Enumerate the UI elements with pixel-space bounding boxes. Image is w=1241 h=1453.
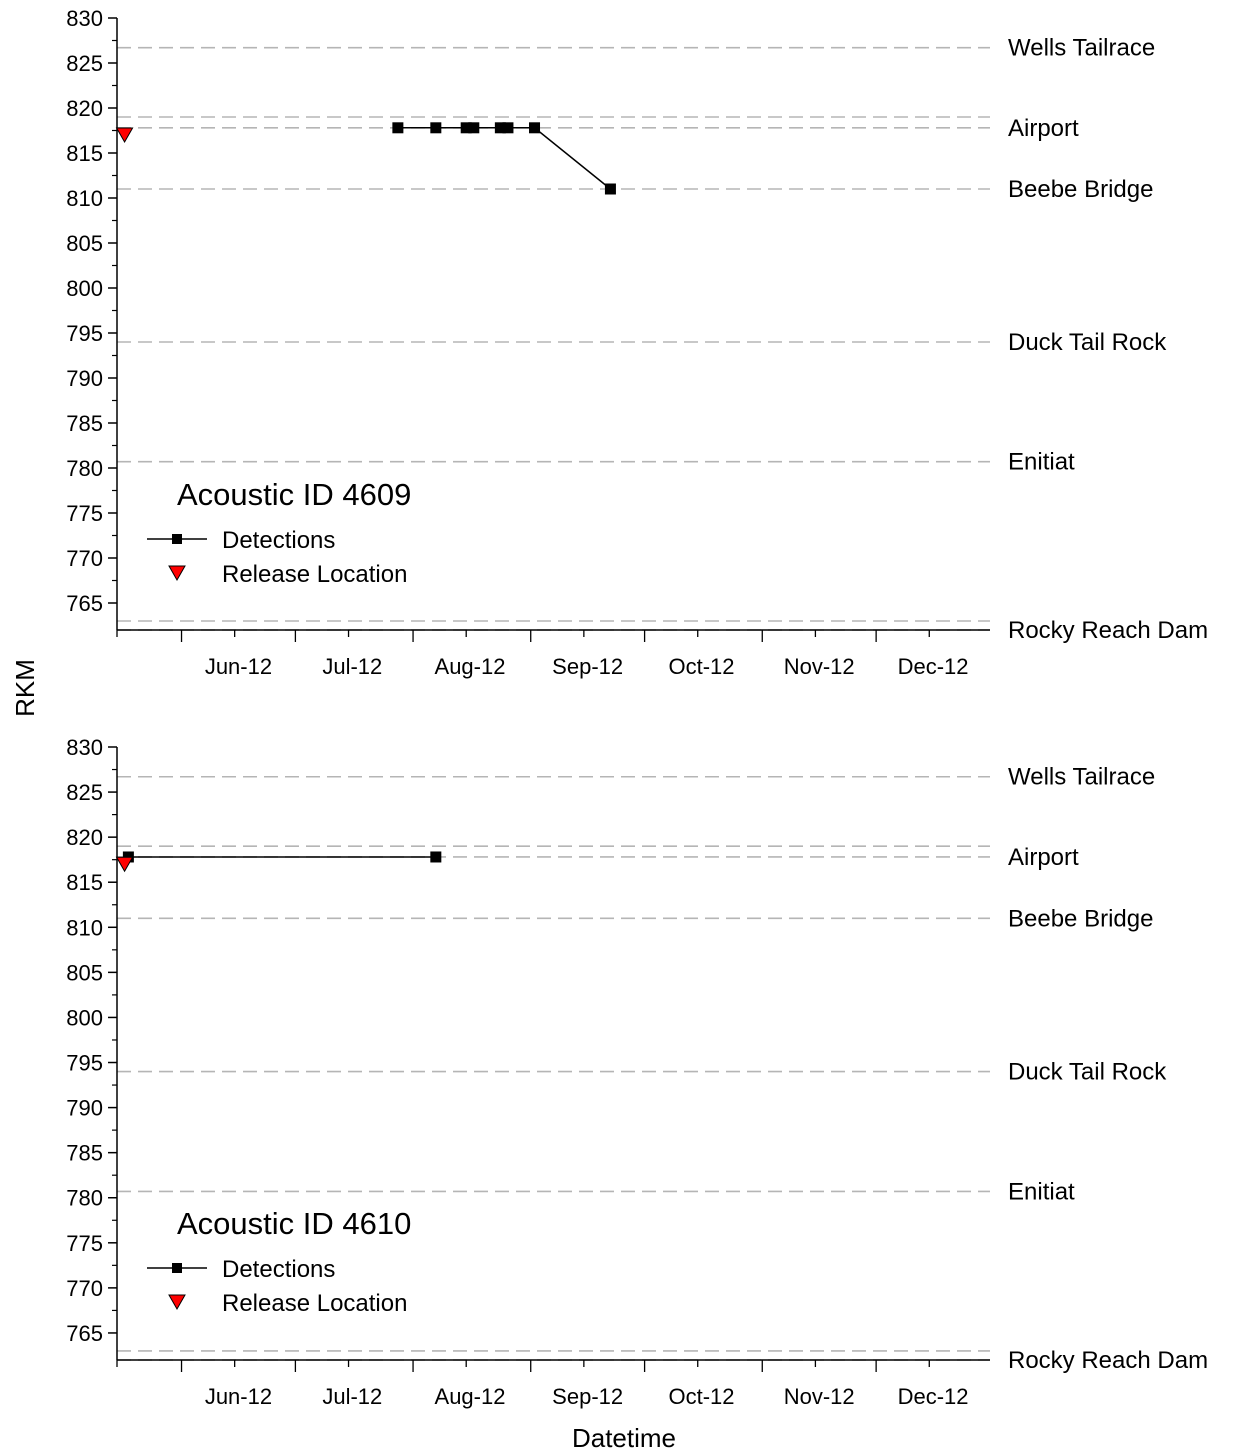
site-label: Rocky Reach Dam (1008, 617, 1208, 644)
site-label: Wells Tailrace (1008, 764, 1155, 791)
x-tick-label: Dec-12 (898, 1384, 969, 1409)
y-tick-label: 805 (66, 231, 103, 256)
x-tick-label: Nov-12 (784, 654, 855, 679)
chart-panel-2: Wells Tailrace Airport Beebe Bridge Duck Ta… (66, 735, 1208, 1409)
y-tick-label: 780 (66, 1186, 103, 1211)
chart-panel-1: Wells Tailrace Airport Beebe Bridge Duck Ta… (66, 6, 1208, 679)
site-label: Beebe Bridge (1008, 176, 1153, 203)
detection-point (468, 122, 480, 134)
site-label: Enitiat (1008, 449, 1075, 476)
y-tick-label: 775 (66, 501, 103, 526)
detection-point (430, 851, 442, 863)
chart-title: Acoustic ID 4610 (177, 1206, 411, 1241)
legend-detections-marker (172, 1263, 182, 1273)
y-tick-label: 805 (66, 960, 103, 985)
y-tick-label: 825 (66, 51, 103, 76)
y-tick-label: 780 (66, 456, 103, 481)
y-tick-label: 790 (66, 366, 103, 391)
x-tick-label: Jun-12 (205, 654, 272, 679)
x-tick-label: Jul-12 (322, 1384, 382, 1409)
detections-line (397, 127, 611, 190)
x-tick-label: Jun-12 (205, 1384, 272, 1409)
legend-release-label: Release Location (222, 1290, 407, 1317)
y-tick-label: 770 (66, 546, 103, 571)
x-tick-label: Nov-12 (784, 1384, 855, 1409)
legend-detections-label: Detections (222, 1256, 335, 1283)
legend-detections-label: Detections (222, 527, 335, 554)
y-tick-label: 790 (66, 1096, 103, 1121)
site-label: Airport (1008, 844, 1079, 871)
release-location-point (115, 127, 134, 144)
site-label: Wells Tailrace (1008, 35, 1155, 62)
release-location-point (115, 856, 134, 873)
site-label: Beebe Bridge (1008, 905, 1153, 932)
legend-release-marker (168, 1294, 186, 1311)
detection-point (460, 122, 472, 134)
y-tick-label: 830 (66, 735, 103, 760)
site-label: Enitiat (1008, 1178, 1075, 1205)
y-tick-label: 820 (66, 96, 103, 121)
chart-title: Acoustic ID 4609 (177, 477, 411, 512)
detection-point (502, 122, 514, 134)
y-axis-title: RKM (10, 659, 40, 717)
y-tick-label: 775 (66, 1231, 103, 1256)
y-tick-label: 765 (66, 591, 103, 616)
y-tick-label: 795 (66, 321, 103, 346)
y-tick-label: 785 (66, 1141, 103, 1166)
y-tick-label: 820 (66, 825, 103, 850)
site-label: Airport (1008, 115, 1079, 142)
legend-release-marker (168, 565, 186, 582)
y-tick-label: 815 (66, 141, 103, 166)
y-tick-label: 815 (66, 870, 103, 895)
y-tick-label: 830 (66, 6, 103, 31)
site-label: Duck Tail Rock (1008, 1059, 1167, 1086)
y-tick-label: 800 (66, 276, 103, 301)
y-tick-label: 810 (66, 186, 103, 211)
y-tick-label: 825 (66, 780, 103, 805)
y-tick-label: 770 (66, 1276, 103, 1301)
y-tick-label: 800 (66, 1005, 103, 1030)
x-tick-label: Sep-12 (552, 1384, 623, 1409)
detection-point (494, 122, 506, 134)
x-tick-label: Aug-12 (435, 654, 506, 679)
detection-point (604, 183, 616, 195)
detection-point (392, 122, 404, 134)
legend-detections-marker (172, 534, 182, 544)
y-tick-label: 785 (66, 411, 103, 436)
x-tick-label: Sep-12 (552, 654, 623, 679)
x-tick-label: Dec-12 (898, 654, 969, 679)
legend-release-label: Release Location (222, 561, 407, 588)
x-tick-label: Jul-12 (322, 654, 382, 679)
x-tick-label: Aug-12 (435, 1384, 506, 1409)
y-tick-label: 765 (66, 1321, 103, 1346)
site-label: Duck Tail Rock (1008, 329, 1167, 356)
detection-point (529, 122, 541, 134)
y-tick-label: 795 (66, 1051, 103, 1076)
site-label: Rocky Reach Dam (1008, 1347, 1208, 1374)
y-tick-label: 810 (66, 915, 103, 940)
x-tick-label: Oct-12 (669, 1384, 735, 1409)
x-axis-title: Datetime (572, 1423, 676, 1453)
detection-point (430, 122, 442, 134)
x-tick-label: Oct-12 (669, 654, 735, 679)
